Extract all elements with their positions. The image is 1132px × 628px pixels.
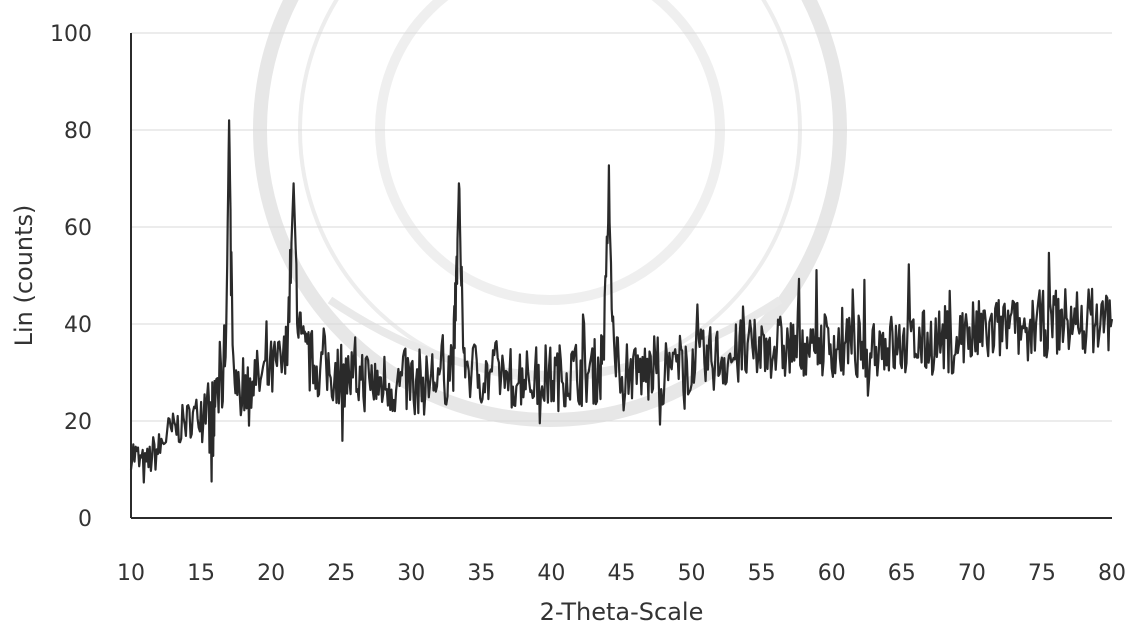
y-axis-title: Lin (counts) (10, 205, 38, 347)
y-tick-label: 60 (64, 216, 92, 241)
x-tick-label: 70 (958, 561, 986, 586)
axes (130, 33, 1112, 519)
x-tick-label: 35 (467, 561, 495, 586)
x-tick-label: 75 (1028, 561, 1056, 586)
x-tick-label: 55 (748, 561, 776, 586)
x-axis-title: 2-Theta-Scale (540, 598, 704, 626)
y-tick-label: 20 (64, 410, 92, 435)
x-tick-label: 40 (537, 561, 565, 586)
x-tick-label: 20 (257, 561, 285, 586)
x-tick-label: 65 (888, 561, 916, 586)
x-tick-label: 60 (818, 561, 846, 586)
x-tick-label: 30 (397, 561, 425, 586)
x-tick-label: 50 (678, 561, 706, 586)
x-tick-label: 15 (187, 561, 215, 586)
x-tick-label: 45 (608, 561, 636, 586)
x-tick-label: 10 (117, 561, 145, 586)
y-tick-label: 0 (78, 507, 92, 532)
series-line-0 (129, 119, 1114, 484)
x-tick-label: 80 (1098, 561, 1126, 586)
y-tick-label: 80 (64, 119, 92, 144)
y-tick-labels: 0 20 40 60 80 100 (50, 22, 92, 532)
data-series-layer (129, 119, 1114, 484)
x-tick-labels: 10 15 20 25 30 35 40 45 50 55 60 65 70 75 80 (117, 561, 1126, 586)
y-tick-label: 100 (50, 22, 92, 47)
x-tick-label: 25 (327, 561, 355, 586)
y-tick-label: 40 (64, 313, 92, 338)
